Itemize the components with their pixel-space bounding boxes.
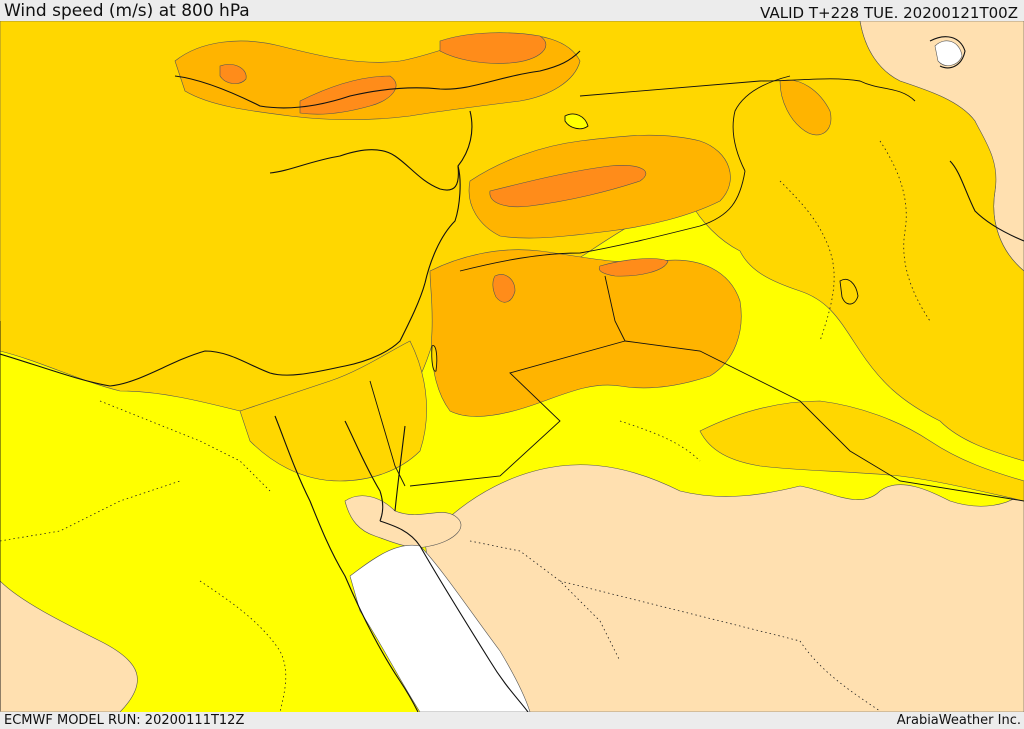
coast-anatolia-south (269, 149, 459, 191)
border-syria-iraq (604, 275, 626, 342)
stronger-wind-patch-east (779, 79, 832, 136)
lake-urmia (839, 278, 859, 305)
coast-levant (424, 110, 473, 284)
boundary-9 (619, 420, 701, 462)
credit: ArabiaWeather Inc. (896, 713, 1021, 728)
map-title: Wind speed (m/s) at 800 hPa (4, 1, 250, 21)
map-canvas[interactable] (0, 21, 1024, 712)
calm-patch-2 (934, 40, 963, 66)
low-wind-west (0, 580, 138, 712)
strong-wind-iraq (699, 400, 1024, 502)
calm-red-sea (349, 544, 531, 712)
strongest-wind-5 (492, 274, 516, 303)
border-turkey-east (579, 78, 916, 102)
dead-sea (431, 345, 438, 372)
footer-bar: ECMWF MODEL RUN: 20200111T12Z ArabiaWeat… (0, 712, 1024, 729)
coast-mediterranean-south (0, 282, 426, 387)
border-turkey-syria (459, 170, 746, 272)
coast-red-sea-east (379, 520, 529, 712)
boundary-5 (799, 640, 881, 712)
boundary-1 (99, 400, 271, 492)
coast-red-sea-west (274, 415, 419, 712)
coast-gulf-aqaba (394, 425, 406, 512)
coast-gulf (949, 160, 1024, 242)
internal-boundaries (0, 140, 931, 712)
wind-speed-map (0, 21, 1024, 712)
strongest-wind-4 (598, 258, 669, 277)
lake-van (564, 113, 589, 130)
coast-caspian-sea (929, 36, 966, 69)
border-egypt-israel (369, 380, 406, 487)
strongest-wind-2 (439, 32, 547, 64)
coastlines (0, 36, 1024, 712)
header-bar: Wind speed (m/s) at 800 hPa VALID T+228 … (0, 0, 1024, 21)
strongest-wind-1 (299, 75, 397, 115)
strongest-wind-3 (489, 165, 647, 208)
coast-black-sea (174, 50, 581, 109)
model-run: ECMWF MODEL RUN: 20200111T12Z (4, 713, 245, 728)
strongest-wind-6 (219, 64, 247, 84)
boundary-6 (779, 180, 835, 342)
country-borders (0, 75, 1024, 711)
boundary-4 (469, 540, 621, 662)
coast-gulf-suez (344, 420, 384, 522)
boundary-7 (879, 140, 931, 322)
valid-time: VALID T+228 TUE. 20200121T00Z (760, 4, 1018, 22)
low-wind-arabia (424, 464, 1024, 712)
low-wind-delta (344, 495, 462, 548)
border-iran-iraq (732, 75, 791, 172)
border-jordan-saudi (409, 340, 626, 487)
border-iraq-saudi (624, 340, 1024, 502)
